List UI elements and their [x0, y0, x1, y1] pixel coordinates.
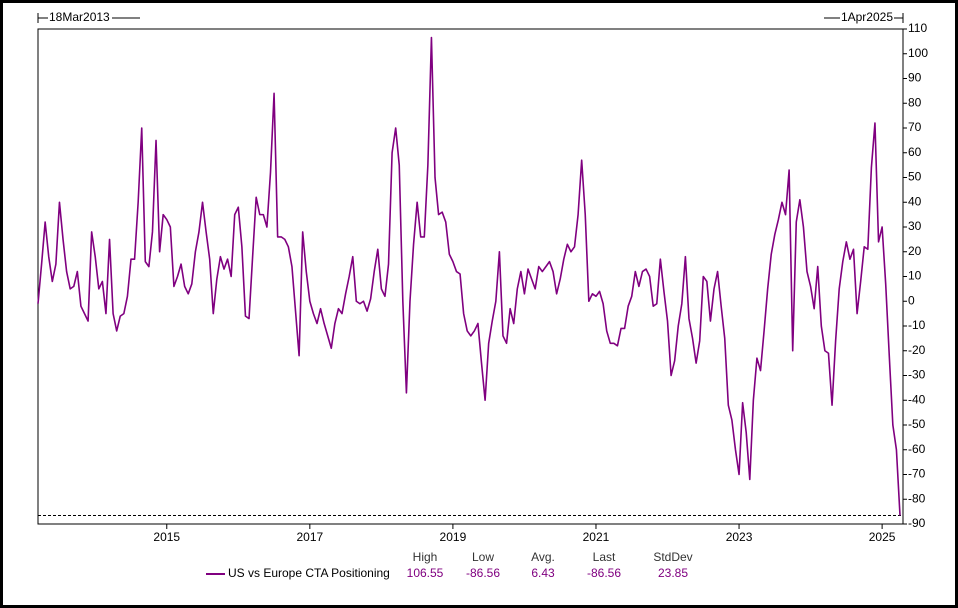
x-tick-label: 2019 — [440, 530, 467, 544]
y-tick-label: -30 — [908, 368, 926, 382]
stat-header: StdDev — [653, 550, 692, 564]
y-tick-label: 110 — [908, 21, 927, 35]
end-date: 1Apr2025 — [841, 10, 893, 24]
y-tick-label: 70 — [908, 120, 922, 134]
y-tick-label: 80 — [908, 95, 922, 109]
y-tick-label: -10 — [908, 318, 926, 332]
x-tick-label: 2025 — [869, 530, 896, 544]
y-tick-label: -80 — [908, 491, 926, 505]
stat-value: 106.55 — [407, 566, 444, 580]
y-tick-label: -70 — [908, 467, 926, 481]
stat-header: Last — [593, 550, 616, 564]
y-tick-label: -90 — [908, 516, 926, 530]
stat-header: Avg. — [531, 550, 555, 564]
stat-header: High — [413, 550, 438, 564]
x-tick-label: 2017 — [296, 530, 323, 544]
legend-label: US vs Europe CTA Positioning — [228, 566, 390, 580]
x-tick-label: 2015 — [153, 530, 180, 544]
x-tick-label: 2021 — [583, 530, 610, 544]
stat-value: -86.56 — [466, 566, 500, 580]
plot-frame — [37, 28, 904, 525]
stat-value: 23.85 — [658, 566, 688, 580]
y-tick-label: -20 — [908, 343, 926, 357]
y-tick-label: 90 — [908, 71, 922, 85]
start-date: 18Mar2013 — [49, 10, 110, 24]
stat-header: Low — [472, 550, 494, 564]
y-tick-label: 30 — [908, 219, 922, 233]
y-tick-label: 100 — [908, 46, 928, 60]
y-tick-label: -40 — [908, 392, 926, 406]
y-tick-label: 40 — [908, 194, 922, 208]
stat-value: 6.43 — [531, 566, 555, 580]
y-tick-label: 20 — [908, 244, 922, 258]
x-tick-label: 2023 — [726, 530, 753, 544]
y-tick-label: 10 — [908, 269, 922, 283]
y-tick-label: -60 — [908, 442, 926, 456]
series-line — [37, 36, 901, 516]
y-tick-label: -50 — [908, 417, 926, 431]
stat-value: -86.56 — [587, 566, 621, 580]
y-tick-label: 50 — [908, 170, 922, 184]
y-tick-label: 0 — [908, 293, 915, 307]
y-tick-label: 60 — [908, 145, 922, 159]
